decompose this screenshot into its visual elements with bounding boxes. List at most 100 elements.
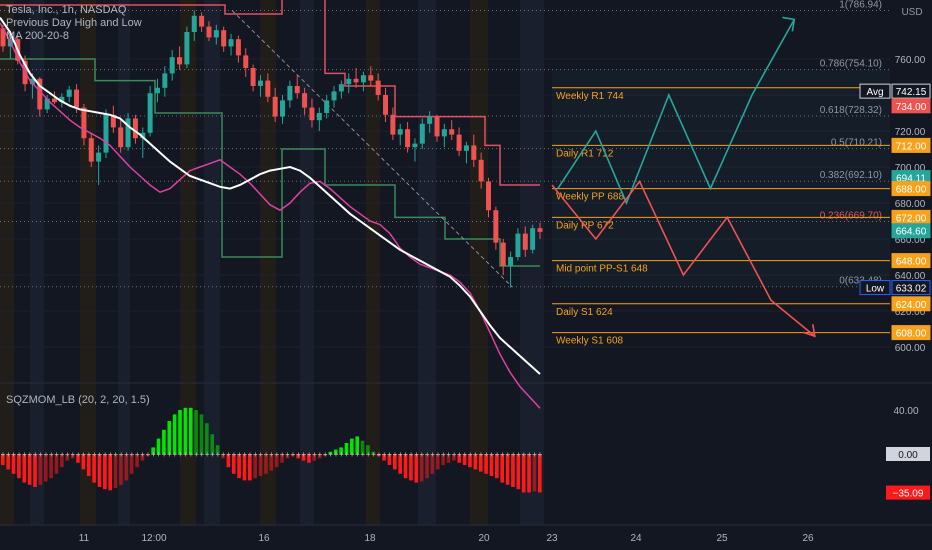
- momentum-bar: [339, 447, 343, 454]
- oscillator-legend: SQZMOM_LB (20, 2, 20, 1.5): [6, 394, 150, 407]
- squeeze-dot: +: [522, 450, 527, 459]
- candle: [250, 68, 256, 86]
- momentum-bar: [38, 454, 43, 485]
- y-tick-label: 760.00: [895, 55, 926, 66]
- momentum-bar: [355, 436, 360, 454]
- price-tag-value: 664.60: [896, 227, 927, 238]
- candle: [29, 78, 35, 85]
- candle: [81, 107, 87, 139]
- momentum-bar: [414, 454, 419, 483]
- candle: [508, 257, 514, 266]
- momentum-bar: [285, 454, 290, 459]
- candle: [280, 100, 286, 117]
- arrow-up-icon: [782, 16, 796, 32]
- momentum-bar: [344, 443, 349, 454]
- squeeze-dot: +: [377, 450, 382, 459]
- candle: [331, 91, 337, 101]
- squeeze-dot: +: [339, 450, 344, 459]
- squeeze-dot: +: [538, 450, 543, 459]
- price-tag: [891, 98, 931, 114]
- osc-tag-value: −35.09: [893, 489, 924, 500]
- momentum-bar: [307, 454, 311, 463]
- squeeze-dot: +: [511, 450, 516, 459]
- squeeze-dot: +: [87, 450, 92, 459]
- momentum-bar: [446, 454, 451, 463]
- momentum-bar: [516, 454, 521, 490]
- squeeze-dot: +: [414, 450, 419, 459]
- candle: [456, 134, 462, 151]
- squeeze-dot: +: [328, 450, 333, 459]
- price-tag-label-box: [859, 83, 891, 99]
- session-band: [470, 0, 488, 525]
- squeeze-dot: +: [457, 450, 462, 459]
- symbol-title[interactable]: Tesla, Inc., 1h, NASDAQ: [6, 4, 127, 16]
- squeeze-dot: +: [242, 450, 247, 459]
- candle: [88, 138, 94, 162]
- squeeze-dot: +: [430, 450, 435, 459]
- momentum-bar: [350, 438, 354, 454]
- momentum-bar: [393, 454, 397, 470]
- candle: [44, 98, 50, 110]
- squeeze-dot: +: [103, 450, 108, 459]
- momentum-bar: [387, 454, 392, 465]
- momentum-bar: [119, 454, 123, 485]
- candle: [169, 57, 175, 74]
- momentum-bar: [290, 454, 295, 457]
- candle: [309, 107, 315, 121]
- indicator-prev-day[interactable]: Previous Day High and Low: [6, 17, 142, 29]
- momentum-bar: [269, 454, 274, 471]
- momentum-bar: [43, 454, 48, 482]
- momentum-bar: [33, 454, 37, 487]
- price-tag-value: 672.00: [896, 213, 927, 224]
- squeeze-dot: +: [489, 450, 494, 459]
- squeeze-dot: +: [382, 450, 387, 459]
- squeeze-dot: +: [151, 450, 156, 459]
- candle: [125, 118, 131, 148]
- momentum-bar: [409, 454, 413, 481]
- momentum-bar: [478, 454, 483, 472]
- momentum-bar: [108, 454, 112, 491]
- y-tick-label: 680.00: [895, 199, 926, 210]
- squeeze-dot: +: [97, 450, 102, 459]
- candle: [427, 116, 433, 124]
- squeeze-dot: +: [146, 450, 151, 459]
- momentum-bar: [113, 454, 118, 489]
- momentum-bar: [419, 454, 424, 482]
- indicator-sqzmom[interactable]: SQZMOM_LB (20, 2, 20, 1.5): [6, 394, 150, 406]
- x-tick-label: 16: [258, 533, 270, 544]
- x-tick-label: 24: [630, 533, 642, 544]
- candle: [324, 100, 330, 113]
- momentum-bar: [124, 454, 129, 481]
- momentum-bar: [538, 454, 542, 493]
- indicator-ma[interactable]: MA 200-20-8: [6, 30, 69, 42]
- momentum-bar: [296, 454, 300, 459]
- squeeze-dot: +: [130, 450, 135, 459]
- session-band: [180, 0, 196, 525]
- y-tick-label: 640.00: [895, 271, 926, 282]
- momentum-bar: [312, 454, 317, 461]
- candle: [265, 80, 271, 97]
- squeeze-dot: +: [366, 450, 371, 459]
- candle: [375, 80, 381, 95]
- momentum-bar: [317, 454, 322, 459]
- momentum-bar: [215, 445, 220, 454]
- squeeze-dot: +: [44, 450, 49, 459]
- y-tick-label: 720.00: [895, 127, 926, 138]
- momentum-bar: [6, 454, 10, 470]
- osc-tag: [886, 485, 930, 500]
- squeeze-dot: +: [360, 450, 365, 459]
- squeeze-dot: +: [194, 450, 199, 459]
- price-tag: [891, 280, 931, 296]
- ma-fast-line: [0, 22, 541, 409]
- prev-day-low-line: [0, 58, 540, 267]
- squeeze-dot: +: [248, 450, 253, 459]
- momentum-bar: [457, 454, 462, 463]
- squeeze-dot: +: [409, 450, 414, 459]
- candle: [66, 89, 72, 97]
- squeeze-dot: +: [398, 450, 403, 459]
- momentum-bar: [22, 454, 27, 483]
- squeeze-dot: +: [323, 450, 328, 459]
- candle: [74, 89, 80, 108]
- candle: [471, 145, 477, 160]
